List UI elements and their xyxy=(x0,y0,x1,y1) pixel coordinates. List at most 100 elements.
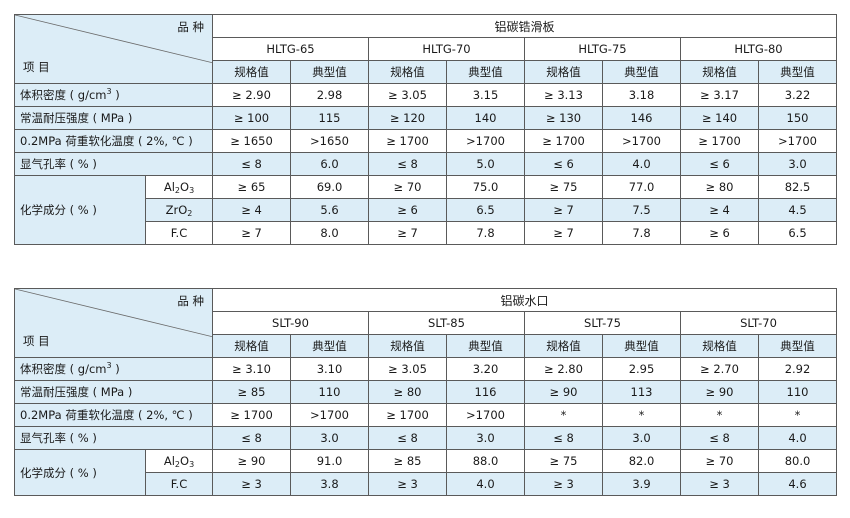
spec-value-header: 规格值 xyxy=(680,60,759,84)
typical-value-header: 典型值 xyxy=(757,60,838,84)
data-cell: * xyxy=(602,403,681,427)
spec-value-header: 规格值 xyxy=(368,60,447,84)
data-cell: ≥ 3.10 xyxy=(212,357,291,381)
product-group-title: 铝碳水口 xyxy=(211,288,838,312)
table-row: ZrO2 ≥ 4 5.6 ≥ 6 6.5 ≥ 7 7.5 ≥ 4 4.5 xyxy=(15,198,838,222)
data-cell: 3.8 xyxy=(290,472,369,496)
grade-header: HLTG-80 xyxy=(679,37,838,61)
typical-value-header: 典型值 xyxy=(602,334,681,358)
typical-value-header: 典型值 xyxy=(290,60,369,84)
component-label: F.C xyxy=(145,472,213,496)
data-cell: 6.0 xyxy=(290,152,369,176)
data-cell: 3.18 xyxy=(602,83,681,107)
data-cell: ≤ 8 xyxy=(368,426,447,450)
data-cell: * xyxy=(524,403,603,427)
data-cell: ≥ 75 xyxy=(524,449,603,473)
data-cell: ≥ 7 xyxy=(524,221,603,245)
data-cell: ≥ 1650 xyxy=(212,129,291,153)
data-cell: 80.0 xyxy=(757,449,838,473)
data-cell: 8.0 xyxy=(290,221,369,245)
variety-header: 品 种 xyxy=(177,20,204,34)
data-cell: 6.5 xyxy=(446,198,525,222)
data-cell: 3.15 xyxy=(446,83,525,107)
data-cell: ≥ 1700 xyxy=(368,129,447,153)
data-cell: ≥ 90 xyxy=(524,380,603,404)
data-cell: 2.98 xyxy=(290,83,369,107)
data-cell: ≥ 100 xyxy=(212,106,291,130)
data-cell: ≥ 70 xyxy=(680,449,759,473)
data-cell: ≥ 70 xyxy=(368,175,447,199)
grade-header: SLT-90 xyxy=(212,311,369,335)
data-cell: 5.6 xyxy=(290,198,369,222)
data-cell: 146 xyxy=(602,106,681,130)
data-cell: 77.0 xyxy=(602,175,681,199)
property-label: 显气孔率 ( % ) xyxy=(14,152,213,176)
data-cell: ≤ 8 xyxy=(368,152,447,176)
data-cell: ≥ 3.05 xyxy=(368,83,447,107)
property-label: 0.2MPa 荷重软化温度 ( 2%, ℃ ) xyxy=(14,129,213,153)
data-cell: ≥ 3.17 xyxy=(680,83,759,107)
spec-value-header: 规格值 xyxy=(524,334,603,358)
data-cell: ≥ 1700 xyxy=(212,403,291,427)
spec-value-header: 规格值 xyxy=(212,60,291,84)
property-label: 显气孔率 ( % ) xyxy=(14,426,213,450)
grade-header: SLT-75 xyxy=(524,311,681,335)
component-label: Al2O3 xyxy=(145,449,213,473)
aluminum-carbon-nozzle-table: 品 种 项 目 铝碳水口 SLT-90 SLT-85 SLT-75 SLT-70… xyxy=(14,288,838,496)
data-cell: ≥ 1700 xyxy=(680,129,759,153)
data-cell: >1700 xyxy=(446,129,525,153)
data-cell: ≥ 90 xyxy=(680,380,759,404)
table-row: 化学成分 ( % ) Al2O3 ≥ 90 91.0 ≥ 85 88.0 ≥ 7… xyxy=(14,449,838,496)
data-cell: ≥ 3.13 xyxy=(524,83,603,107)
data-cell: 88.0 xyxy=(446,449,525,473)
property-label: 0.2MPa 荷重软化温度 ( 2%, ℃ ) xyxy=(14,403,213,427)
data-cell: ≥ 7 xyxy=(368,221,447,245)
grade-header: SLT-85 xyxy=(368,311,525,335)
data-cell: 3.20 xyxy=(446,357,525,381)
table-row: F.C ≥ 3 3.8 ≥ 3 4.0 ≥ 3 3.9 ≥ 3 4.6 xyxy=(15,472,838,496)
data-cell: >1700 xyxy=(602,129,681,153)
data-cell: >1700 xyxy=(757,129,838,153)
data-cell: 4.0 xyxy=(757,426,838,450)
data-cell: ≥ 65 xyxy=(212,175,291,199)
data-cell: 150 xyxy=(757,106,838,130)
data-cell: ≥ 3 xyxy=(212,472,291,496)
data-cell: ≥ 140 xyxy=(680,106,759,130)
table-row: 显气孔率 ( % ) ≤ 8 3.0 ≤ 8 3.0 ≤ 8 3.0 ≤ 8 4… xyxy=(14,426,838,450)
data-cell: ≥ 6 xyxy=(368,198,447,222)
table-row: 体积密度 ( g/cm3 ) ≥ 3.10 3.10 ≥ 3.05 3.20 ≥… xyxy=(14,357,838,381)
data-cell: 3.9 xyxy=(602,472,681,496)
spec-value-header: 规格值 xyxy=(524,60,603,84)
table-row: 常温耐压强度 ( MPa ) ≥ 100 115 ≥ 120 140 ≥ 130… xyxy=(14,106,838,130)
data-cell: 82.5 xyxy=(757,175,838,199)
data-cell: >1700 xyxy=(290,403,369,427)
data-cell: 69.0 xyxy=(290,175,369,199)
data-cell: ≥ 6 xyxy=(680,221,759,245)
data-cell: ≤ 8 xyxy=(680,426,759,450)
property-label: 体积密度 ( g/cm3 ) xyxy=(14,357,213,381)
data-cell: 4.6 xyxy=(757,472,838,496)
data-cell: ≥ 2.80 xyxy=(524,357,603,381)
table-row: 化学成分 ( % ) Al2O3 ≥ 65 69.0 ≥ 70 75.0 ≥ 7… xyxy=(14,175,838,245)
data-cell: ≤ 6 xyxy=(524,152,603,176)
grade-header: HLTG-65 xyxy=(212,37,369,61)
data-cell: 115 xyxy=(290,106,369,130)
data-cell: 4.0 xyxy=(602,152,681,176)
header-corner-cell: 品 种 项 目 xyxy=(14,14,213,84)
chemical-composition-label: 化学成分 ( % ) xyxy=(14,175,146,245)
data-cell: ≥ 3 xyxy=(524,472,603,496)
chemical-composition-label: 化学成分 ( % ) xyxy=(14,449,146,496)
data-cell: 4.5 xyxy=(757,198,838,222)
item-header: 项 目 xyxy=(23,60,50,74)
typical-value-header: 典型值 xyxy=(290,334,369,358)
data-cell: 3.10 xyxy=(290,357,369,381)
spec-value-header: 规格值 xyxy=(212,334,291,358)
data-cell: ≤ 8 xyxy=(212,426,291,450)
data-cell: ≥ 7 xyxy=(212,221,291,245)
data-cell: ≥ 1700 xyxy=(524,129,603,153)
data-cell: 7.5 xyxy=(602,198,681,222)
data-cell: 3.0 xyxy=(446,426,525,450)
data-cell: ≥ 1700 xyxy=(368,403,447,427)
typical-value-header: 典型值 xyxy=(446,60,525,84)
table-row: 0.2MPa 荷重软化温度 ( 2%, ℃ ) ≥ 1700 >1700 ≥ 1… xyxy=(14,403,838,427)
